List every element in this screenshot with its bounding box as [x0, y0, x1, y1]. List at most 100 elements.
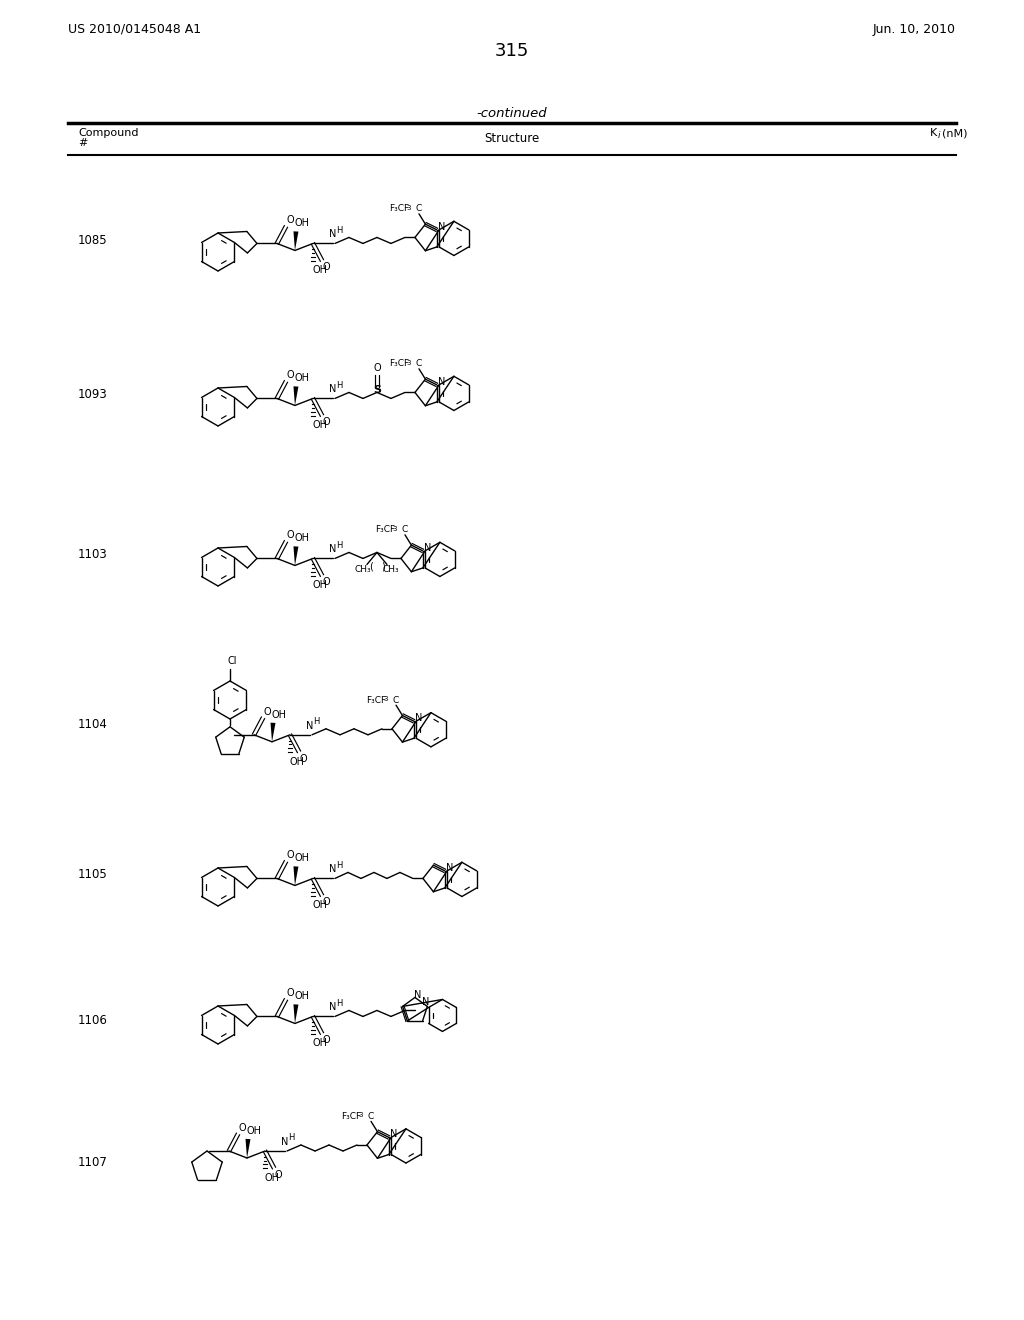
Text: 1106: 1106: [78, 1014, 108, 1027]
Text: N: N: [415, 713, 423, 723]
Text: F₃C: F₃C: [366, 696, 381, 705]
Polygon shape: [246, 1139, 251, 1158]
Text: F₃C: F₃C: [341, 1111, 356, 1121]
Text: O: O: [286, 531, 294, 540]
Text: F: F: [380, 696, 385, 705]
Text: F: F: [355, 1111, 360, 1121]
Text: N: N: [424, 543, 431, 553]
Text: O: O: [299, 754, 307, 764]
Text: H: H: [336, 226, 342, 235]
Text: OH: OH: [312, 1039, 328, 1048]
Text: OH: OH: [312, 265, 328, 276]
Text: N: N: [390, 1130, 397, 1139]
Polygon shape: [294, 866, 298, 886]
Text: O: O: [323, 898, 330, 907]
Text: F: F: [389, 525, 394, 535]
Text: CH₃: CH₃: [383, 565, 399, 574]
Text: -continued: -continued: [477, 107, 547, 120]
Text: N: N: [330, 544, 337, 554]
Text: F₃C: F₃C: [389, 205, 404, 214]
Polygon shape: [294, 546, 298, 565]
Text: 1107: 1107: [78, 1155, 108, 1168]
Text: S: S: [373, 385, 381, 396]
Text: ): ): [381, 561, 385, 572]
Text: H: H: [336, 999, 342, 1008]
Text: OH: OH: [295, 533, 309, 544]
Text: O: O: [323, 577, 330, 587]
Text: Jun. 10, 2010: Jun. 10, 2010: [873, 22, 956, 36]
Text: N: N: [446, 863, 454, 873]
Text: CH₃: CH₃: [354, 565, 372, 574]
Text: N: N: [422, 998, 429, 1007]
Text: N: N: [330, 1002, 337, 1012]
Text: O: O: [286, 850, 294, 861]
Text: Cl: Cl: [227, 656, 237, 667]
Text: N: N: [282, 1137, 289, 1147]
Text: Structure: Structure: [484, 132, 540, 145]
Text: #: #: [78, 139, 87, 148]
Text: O: O: [323, 417, 330, 428]
Text: K: K: [930, 128, 937, 139]
Text: 1103: 1103: [78, 549, 108, 561]
Text: O: O: [239, 1123, 246, 1133]
Text: Compound: Compound: [78, 128, 138, 139]
Text: N: N: [330, 865, 337, 874]
Text: O: O: [286, 371, 294, 380]
Text: C: C: [392, 696, 398, 705]
Text: OH: OH: [295, 374, 309, 383]
Text: 1085: 1085: [78, 234, 108, 247]
Text: 1104: 1104: [78, 718, 108, 731]
Text: OH: OH: [264, 1173, 280, 1183]
Text: O: O: [323, 1035, 330, 1045]
Text: OH: OH: [295, 991, 309, 1002]
Text: OH: OH: [271, 710, 287, 719]
Text: C: C: [401, 525, 408, 535]
Text: C: C: [415, 205, 421, 214]
Text: 3: 3: [392, 525, 397, 532]
Text: H: H: [312, 717, 319, 726]
Text: 3: 3: [407, 205, 411, 211]
Text: 1105: 1105: [78, 869, 108, 882]
Text: 3: 3: [384, 696, 388, 702]
Text: OH: OH: [290, 756, 304, 767]
Text: 3: 3: [358, 1113, 364, 1118]
Text: N: N: [438, 376, 445, 387]
Text: OH: OH: [312, 421, 328, 430]
Text: F: F: [402, 359, 408, 368]
Text: 1093: 1093: [78, 388, 108, 401]
Text: C: C: [367, 1111, 374, 1121]
Text: C: C: [415, 359, 421, 368]
Text: OH: OH: [312, 900, 328, 911]
Text: N: N: [330, 384, 337, 395]
Polygon shape: [294, 1005, 298, 1023]
Text: O: O: [373, 363, 381, 374]
Text: 315: 315: [495, 42, 529, 59]
Polygon shape: [294, 387, 298, 405]
Text: F₃C: F₃C: [389, 359, 404, 368]
Text: O: O: [286, 989, 294, 998]
Text: (: (: [369, 561, 373, 572]
Text: O: O: [274, 1170, 282, 1180]
Text: US 2010/0145048 A1: US 2010/0145048 A1: [68, 22, 201, 36]
Text: N: N: [306, 721, 313, 731]
Text: H: H: [288, 1134, 294, 1143]
Text: OH: OH: [295, 218, 309, 228]
Text: H: H: [336, 541, 342, 550]
Polygon shape: [294, 231, 298, 251]
Text: N: N: [330, 230, 337, 239]
Text: H: H: [336, 381, 342, 389]
Text: F: F: [402, 205, 408, 214]
Text: F₃C: F₃C: [375, 525, 390, 535]
Text: 3: 3: [407, 360, 411, 366]
Text: OH: OH: [247, 1126, 261, 1137]
Text: O: O: [263, 706, 270, 717]
Text: OH: OH: [295, 854, 309, 863]
Text: OH: OH: [312, 581, 328, 590]
Text: O: O: [286, 215, 294, 226]
Polygon shape: [270, 722, 275, 742]
Text: N: N: [415, 990, 422, 1001]
Text: O: O: [323, 263, 330, 272]
Text: H: H: [336, 861, 342, 870]
Text: (nM): (nM): [942, 128, 968, 139]
Text: N: N: [438, 222, 445, 232]
